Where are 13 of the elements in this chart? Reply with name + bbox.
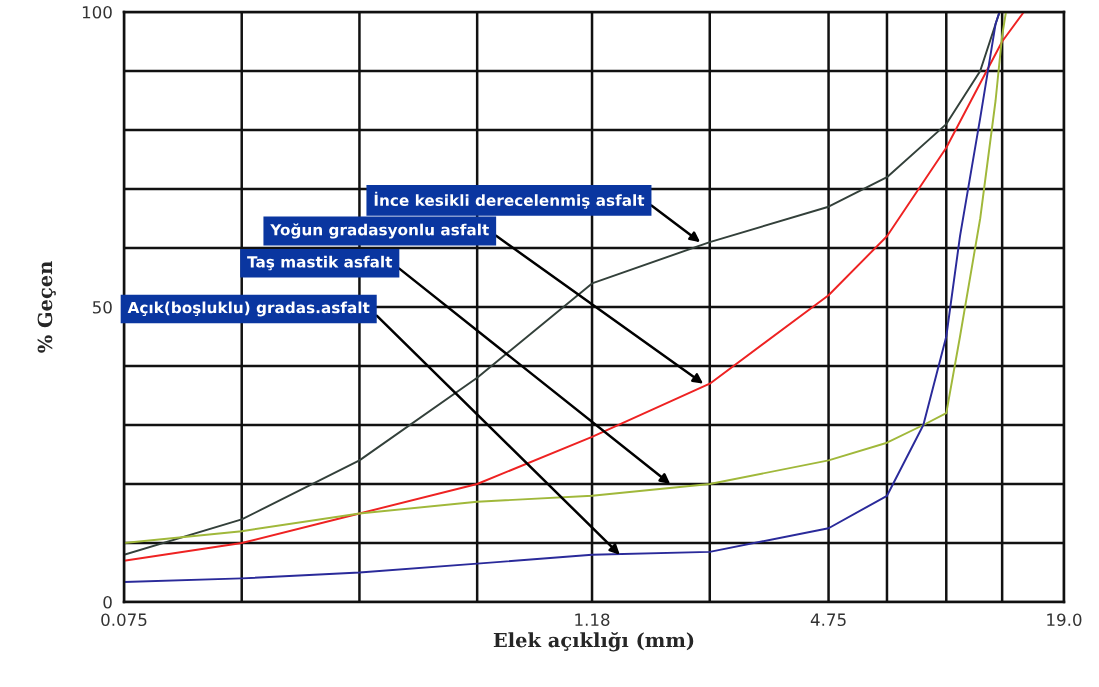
annotation: Açık(boşluklu) gradas.asfalt	[127, 301, 370, 317]
y-tick-label: 0	[103, 595, 112, 609]
annotation: Taş mastik asfalt	[247, 255, 393, 271]
annotation: İnce kesikli derecelenmiş asfalt	[374, 191, 645, 209]
x-tick-label: 1.18	[575, 613, 610, 627]
y-tick-label: 50	[92, 300, 112, 314]
x-tick-label: 0.075	[101, 613, 147, 627]
x-tick-label: 19.0	[1047, 613, 1082, 627]
x-axis-title: Elek açıklığı (mm)	[493, 632, 694, 652]
y-tick-label: 100	[82, 5, 112, 19]
y-axis-title: % Geçen	[37, 261, 56, 353]
x-tick-label: 4.75	[810, 613, 846, 627]
annotation: Yoğun gradasyonlu asfalt	[270, 223, 489, 239]
